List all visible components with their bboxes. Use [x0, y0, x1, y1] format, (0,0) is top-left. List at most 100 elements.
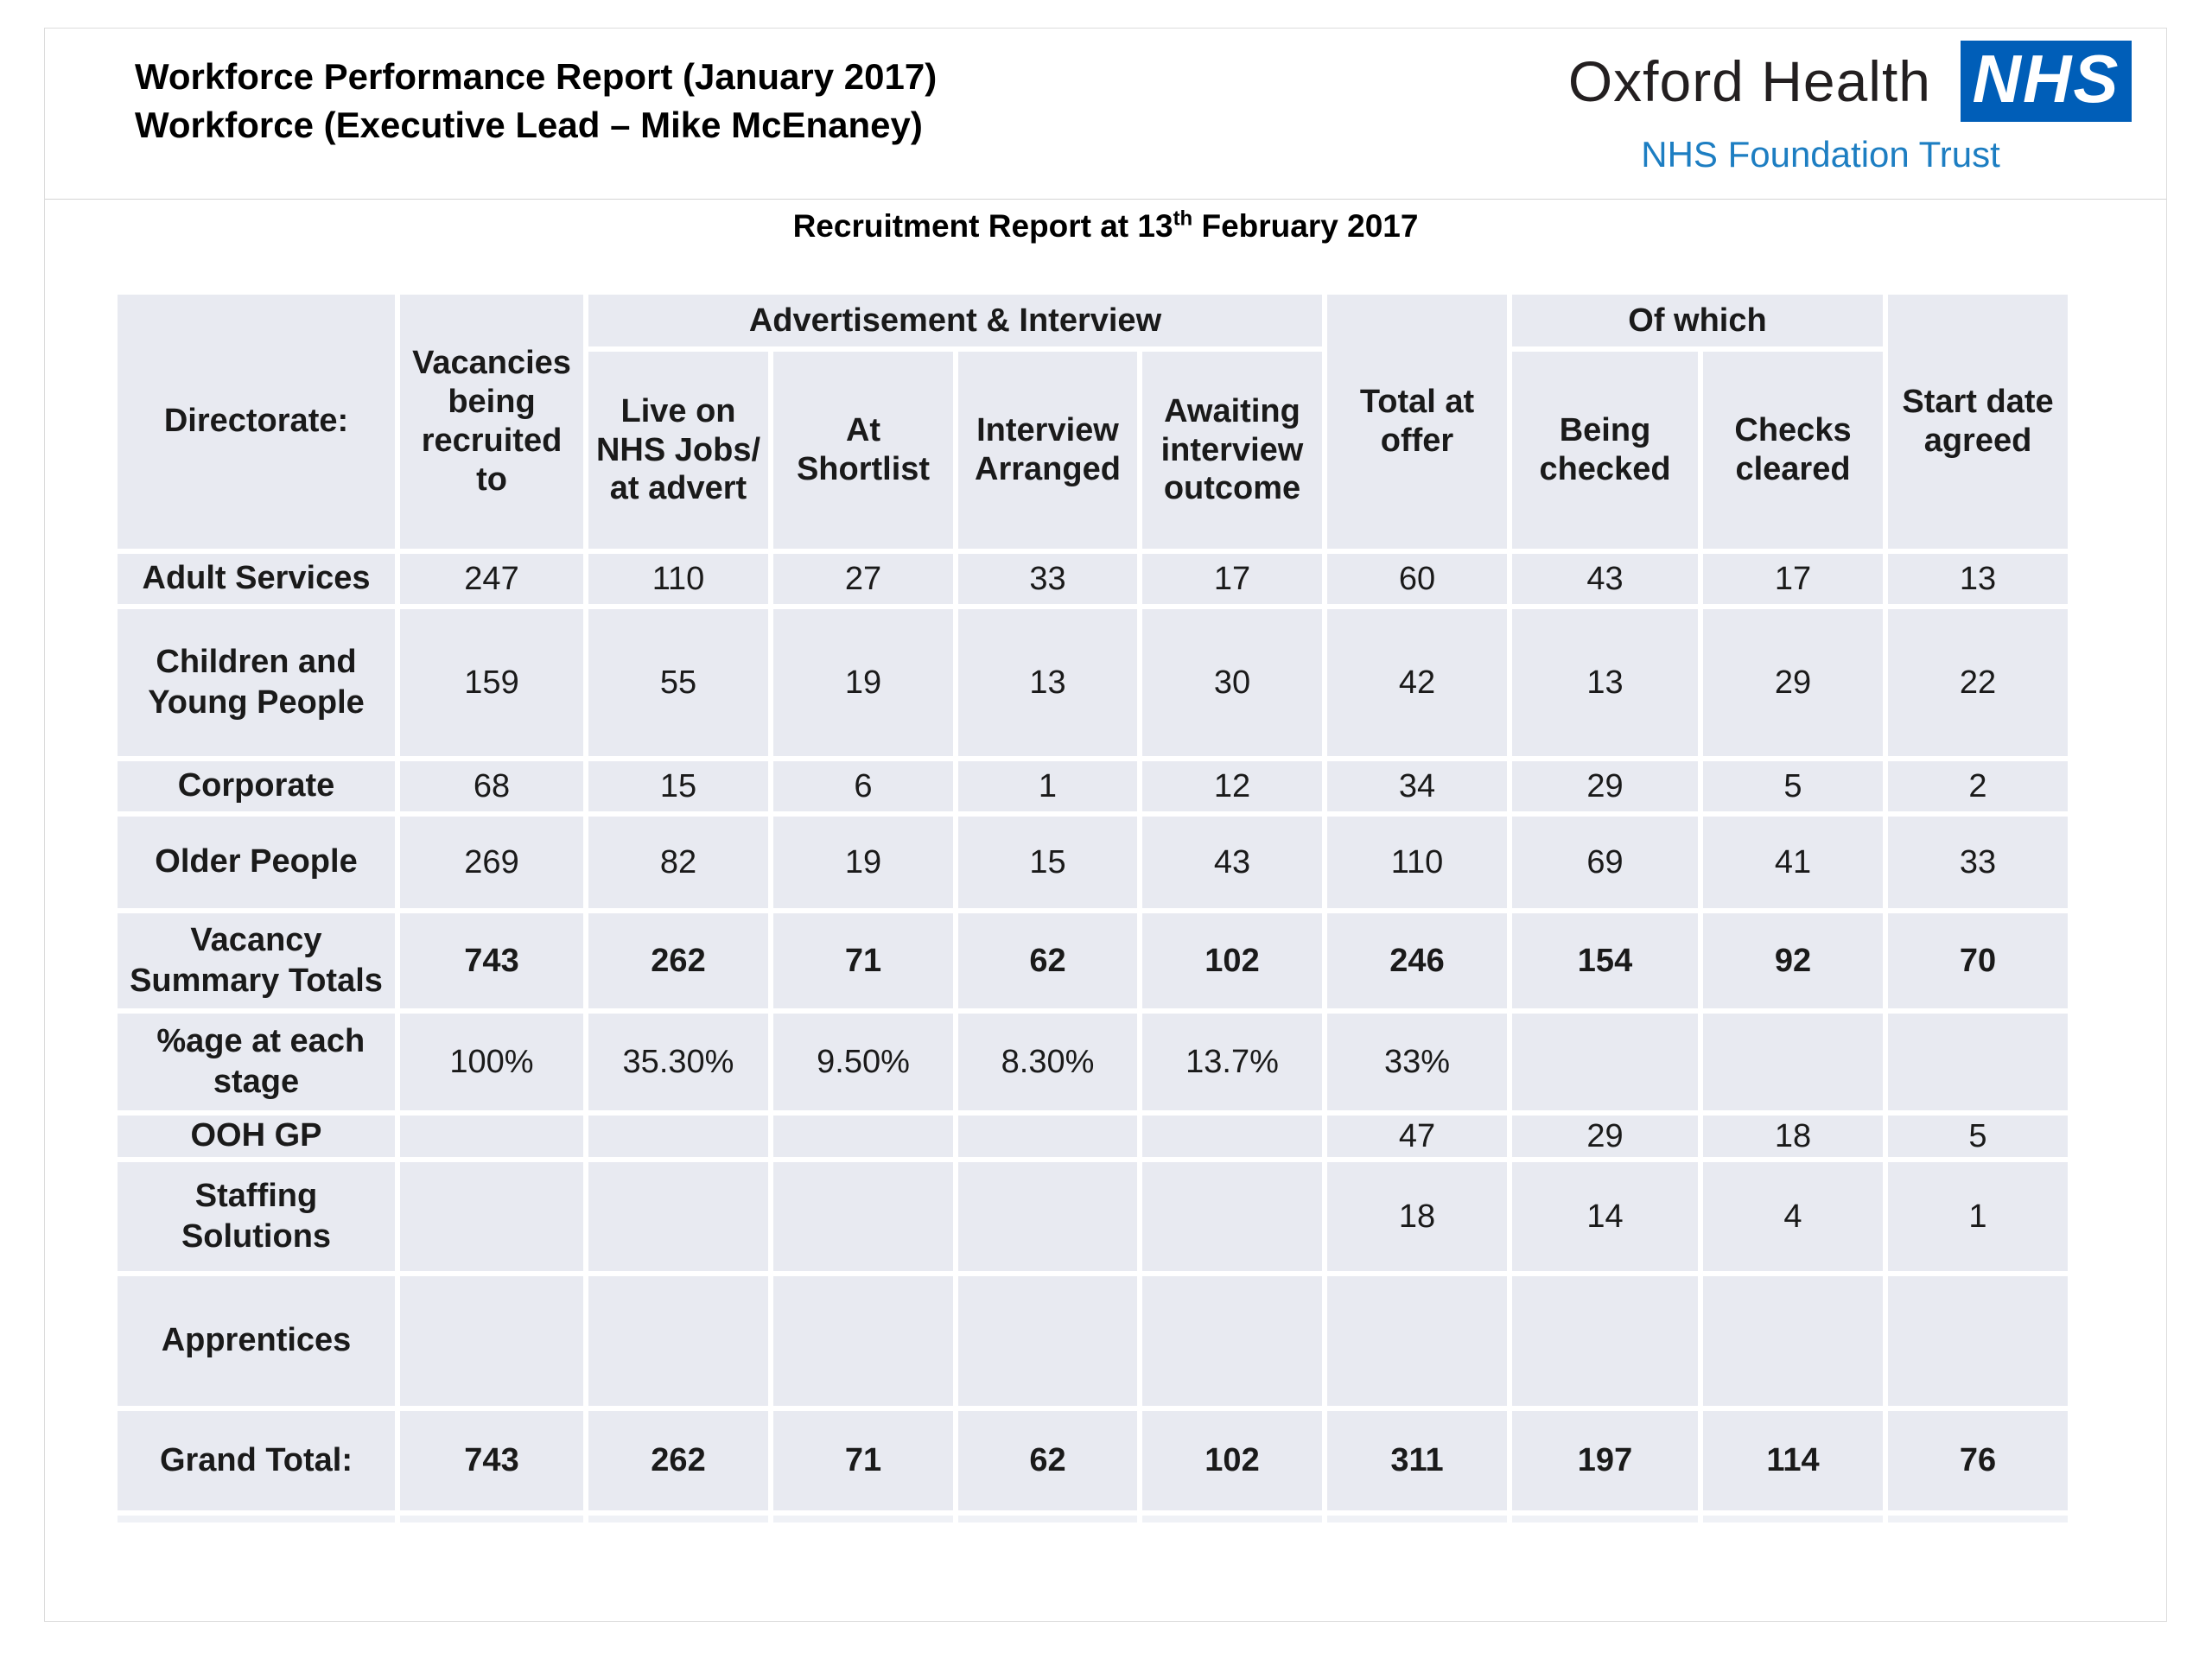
value-cell: 197: [1512, 1411, 1698, 1510]
value-cell: [588, 1162, 768, 1271]
group-header-of-which: Of which: [1512, 295, 1883, 346]
sliver-cell: [958, 1516, 1137, 1522]
value-cell: [588, 1276, 768, 1406]
value-cell: 33: [958, 554, 1137, 604]
value-cell: 69: [1512, 817, 1698, 908]
value-cell: 62: [958, 1411, 1137, 1510]
table-row-vacancy-summary-totals: Vacancy Summary Totals 743 262 71 62 102…: [118, 913, 2068, 1008]
column-header-total-at-offer: Total at offer: [1327, 295, 1507, 549]
row-label: Older People: [118, 817, 395, 908]
value-cell: 13: [958, 609, 1137, 756]
column-header-directorate: Directorate:: [118, 295, 395, 549]
row-label: Corporate: [118, 761, 395, 811]
report-subtitle-superscript: th: [1173, 207, 1193, 231]
value-cell: [773, 1162, 953, 1271]
value-cell: 8.30%: [958, 1014, 1137, 1110]
value-cell: 12: [1142, 761, 1322, 811]
value-cell: 43: [1512, 554, 1698, 604]
value-cell: 30: [1142, 609, 1322, 756]
row-label: Vacancy Summary Totals: [118, 913, 395, 1008]
value-cell: 29: [1512, 1116, 1698, 1157]
value-cell: 15: [958, 817, 1137, 908]
value-cell: [400, 1276, 583, 1406]
column-header-live-on-nhs-jobs: Live on NHS Jobs/ at advert: [588, 352, 768, 549]
sliver-cell: [588, 1516, 768, 1522]
sliver-cell: [118, 1516, 395, 1522]
value-cell: 114: [1703, 1411, 1883, 1510]
value-cell: 110: [588, 554, 768, 604]
table-row-staffing-solutions: Staffing Solutions 18 14 4 1: [118, 1162, 2068, 1271]
value-cell: 71: [773, 913, 953, 1008]
value-cell: 47: [1327, 1116, 1507, 1157]
row-label: OOH GP: [118, 1116, 395, 1157]
value-cell: 262: [588, 913, 768, 1008]
value-cell: 6: [773, 761, 953, 811]
group-header-advertisement-interview: Advertisement & Interview: [588, 295, 1322, 346]
table-row-children-young-people: Children and Young People 159 55 19 13 3…: [118, 609, 2068, 756]
value-cell: 269: [400, 817, 583, 908]
value-cell: [1142, 1276, 1322, 1406]
value-cell: 15: [588, 761, 768, 811]
sliver-cell: [1142, 1516, 1322, 1522]
header-band: Workforce Performance Report (January 20…: [45, 29, 2166, 200]
value-cell: 743: [400, 1411, 583, 1510]
report-subtitle-text: Recruitment Report at 13: [792, 208, 1173, 244]
value-cell: 5: [1703, 761, 1883, 811]
sliver-cell: [1512, 1516, 1698, 1522]
value-cell: 1: [958, 761, 1137, 811]
table-row-adult-services: Adult Services 247 110 27 33 17 60 43 17…: [118, 554, 2068, 604]
sliver-cell: [1327, 1516, 1507, 1522]
value-cell: [1142, 1162, 1322, 1271]
value-cell: 311: [1327, 1411, 1507, 1510]
value-cell: 17: [1703, 554, 1883, 604]
value-cell: [773, 1116, 953, 1157]
slide-frame: Workforce Performance Report (January 20…: [44, 28, 2167, 1622]
value-cell: 5: [1888, 1116, 2068, 1157]
value-cell: [1703, 1276, 1883, 1406]
value-cell: 246: [1327, 913, 1507, 1008]
value-cell: 262: [588, 1411, 768, 1510]
value-cell: 82: [588, 817, 768, 908]
value-cell: 19: [773, 817, 953, 908]
value-cell: 43: [1142, 817, 1322, 908]
column-header-at-shortlist: At Shortlist: [773, 352, 953, 549]
value-cell: 68: [400, 761, 583, 811]
value-cell: 41: [1703, 817, 1883, 908]
row-label: Apprentices: [118, 1276, 395, 1406]
trust-logo: Oxford Health NHS NHS Foundation Trust: [1510, 41, 2132, 175]
value-cell: [1888, 1276, 2068, 1406]
column-header-interview-arranged: Interview Arranged: [958, 352, 1137, 549]
row-label: %age at each stage: [118, 1014, 395, 1110]
value-cell: 743: [400, 913, 583, 1008]
column-header-awaiting-interview-outcome: Awaiting interview outcome: [1142, 352, 1322, 549]
value-cell: [1512, 1276, 1698, 1406]
value-cell: 102: [1142, 913, 1322, 1008]
value-cell: [400, 1116, 583, 1157]
report-subtitle-suffix: February 2017: [1192, 208, 1419, 244]
value-cell: 13.7%: [1142, 1014, 1322, 1110]
value-cell: 4: [1703, 1162, 1883, 1271]
sliver-cell: [1888, 1516, 2068, 1522]
row-label: Grand Total:: [118, 1411, 395, 1510]
value-cell: 27: [773, 554, 953, 604]
value-cell: 19: [773, 609, 953, 756]
value-cell: 14: [1512, 1162, 1698, 1271]
column-header-start-date-agreed: Start date agreed: [1888, 295, 2068, 549]
sliver-cell: [400, 1516, 583, 1522]
value-cell: 29: [1703, 609, 1883, 756]
value-cell: [958, 1116, 1137, 1157]
table-row-ooh-gp: OOH GP 47 29 18 5: [118, 1116, 2068, 1157]
value-cell: 71: [773, 1411, 953, 1510]
table-row-corporate: Corporate 68 15 6 1 12 34 29 5 2: [118, 761, 2068, 811]
column-header-checks-cleared: Checks cleared: [1703, 352, 1883, 549]
value-cell: [1327, 1276, 1507, 1406]
value-cell: 18: [1327, 1162, 1507, 1271]
value-cell: [1142, 1116, 1322, 1157]
value-cell: 9.50%: [773, 1014, 953, 1110]
value-cell: [1888, 1014, 2068, 1110]
table-row-apprentices: Apprentices: [118, 1276, 2068, 1406]
foundation-trust-label: NHS Foundation Trust: [1641, 134, 2000, 175]
table-row-percentage-at-each-stage: %age at each stage 100% 35.30% 9.50% 8.3…: [118, 1014, 2068, 1110]
page-title-line2: Workforce (Executive Lead – Mike McEnane…: [135, 105, 923, 145]
